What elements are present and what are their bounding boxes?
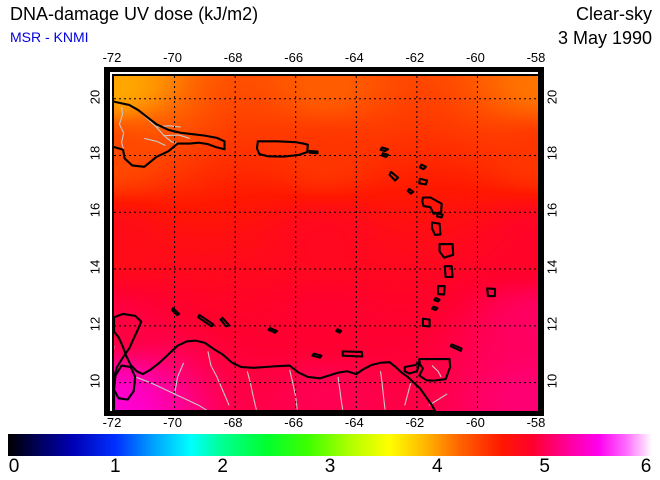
x-tick-bottom-0: -72 [102, 415, 122, 430]
x-tick-top-3: -66 [284, 50, 304, 65]
colorbar-tick-4: 4 [432, 456, 443, 477]
chart-header: DNA-damage UV dose (kJ/m2) MSR - KNMI Cl… [0, 0, 660, 58]
x-tick-bottom-7: -58 [526, 415, 546, 430]
x-tick-bottom-6: -60 [466, 415, 485, 430]
colorbar-tick-labels: 0 1 2 3 4 5 6 [0, 456, 660, 480]
y-tick-left-2: 14 [87, 259, 103, 275]
x-tick-top-7: -58 [526, 50, 546, 65]
y-tick-right-1: 12 [544, 316, 560, 332]
x-tick-top-4: -64 [344, 50, 364, 65]
y-tick-right-2: 14 [544, 259, 560, 275]
x-tick-bottom-1: -70 [163, 415, 182, 430]
uv-dose-heatmap [114, 76, 538, 411]
y-tick-right-5: 20 [544, 89, 560, 104]
y-tick-left-3: 16 [87, 203, 103, 218]
y-tick-left-5: 20 [87, 89, 103, 104]
colorbar [8, 434, 652, 456]
x-tick-top-5: -62 [405, 50, 425, 65]
colorbar-tick-6: 6 [640, 456, 652, 477]
colorbar-gradient [8, 434, 652, 456]
institute-label: MSR - KNMI [10, 29, 89, 45]
colorbar-tick-1: 1 [110, 456, 121, 477]
x-tick-bottom-3: -66 [284, 415, 304, 430]
axis-spine-top [104, 67, 544, 72]
y-tick-right-0: 10 [544, 373, 560, 388]
y-tick-left-0: 10 [87, 373, 103, 388]
y-tick-left-4: 18 [87, 146, 103, 161]
y-tick-right-4: 18 [544, 146, 560, 161]
x-tick-top-2: -68 [223, 50, 243, 65]
condition-label: Clear-sky [575, 4, 652, 24]
y-tick-right-3: 16 [544, 203, 560, 218]
date-label: 3 May 1990 [557, 28, 652, 48]
colorbar-tick-3: 3 [324, 456, 336, 477]
x-tick-bottom-4: -64 [344, 415, 364, 430]
x-tick-top-0: -72 [102, 50, 122, 65]
colorbar-tick-2: 2 [217, 456, 228, 477]
colorbar-tick-5: 5 [539, 456, 550, 477]
y-tick-left-1: 12 [87, 316, 103, 332]
x-tick-top-1: -70 [163, 50, 182, 65]
map-plot-area [112, 74, 540, 413]
axis-spine-right [538, 72, 544, 411]
colorbar-tick-0: 0 [8, 456, 20, 477]
page-title: DNA-damage UV dose (kJ/m2) [10, 4, 259, 24]
axis-spine-left [104, 72, 110, 411]
x-tick-bottom-2: -68 [223, 415, 243, 430]
x-tick-bottom-5: -62 [405, 415, 425, 430]
axis-spine-bottom [104, 411, 544, 416]
x-tick-top-6: -60 [466, 50, 485, 65]
